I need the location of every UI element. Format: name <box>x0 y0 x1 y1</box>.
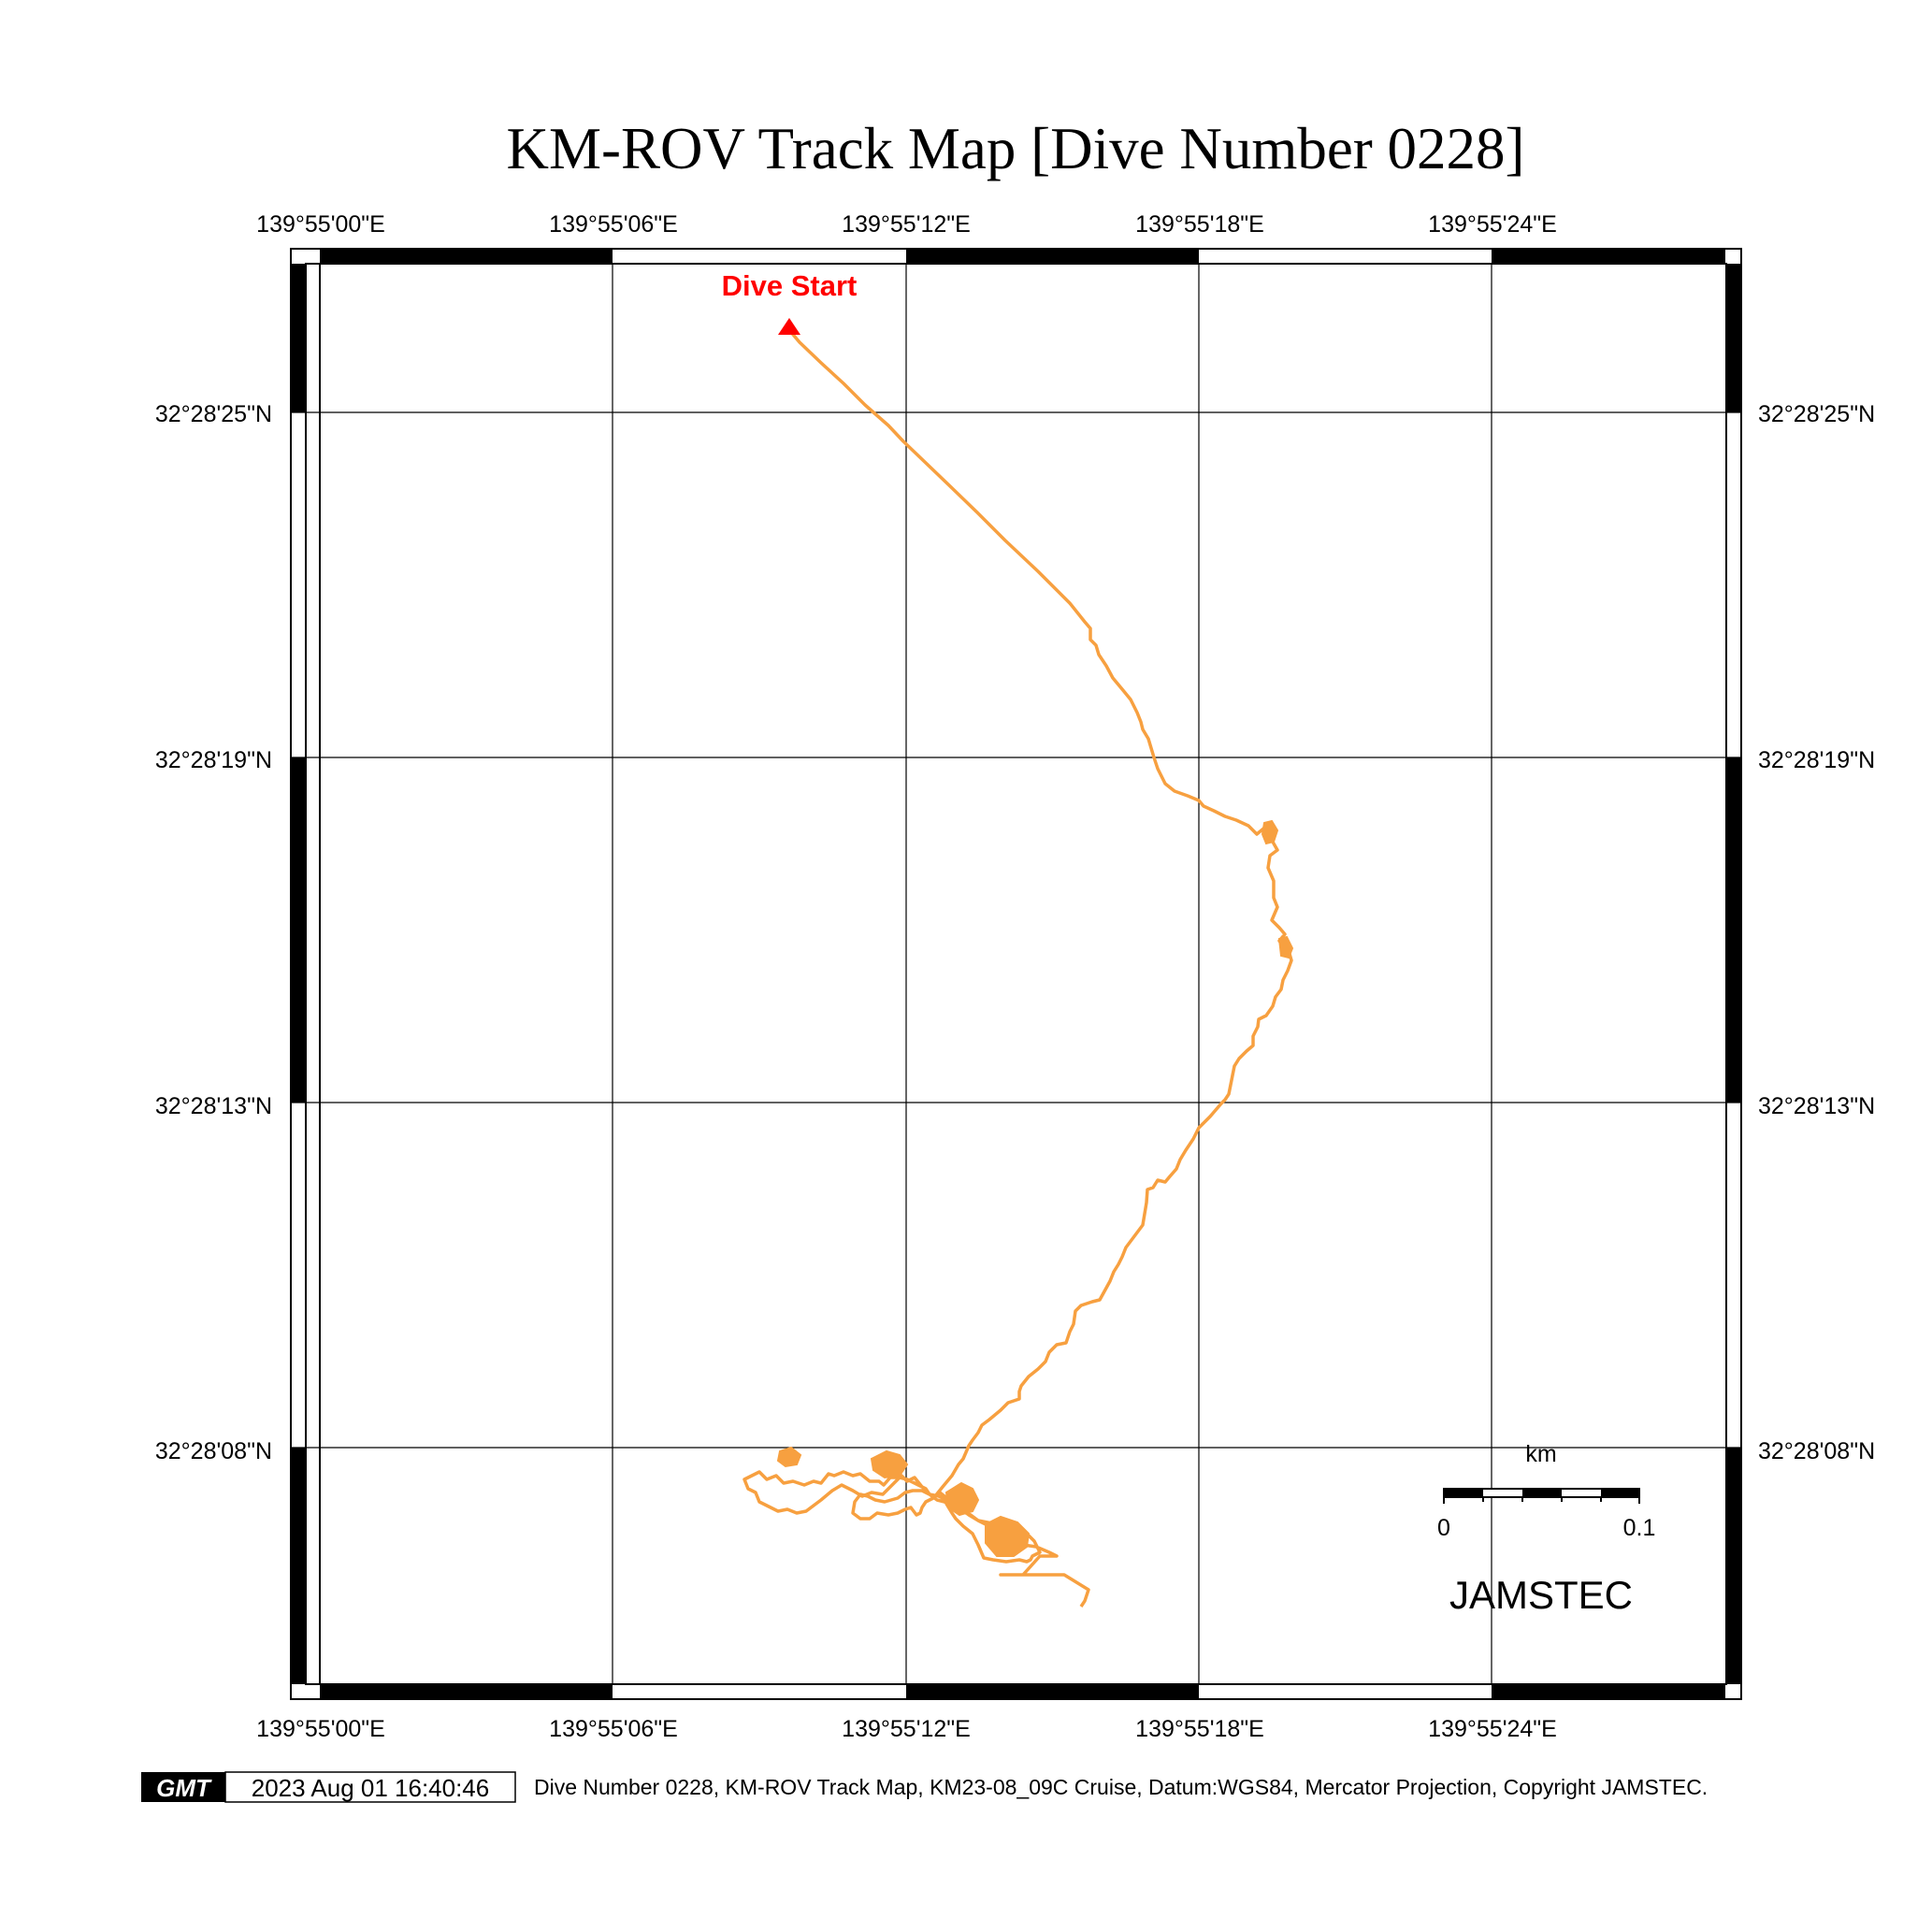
frame-band-black <box>291 264 306 412</box>
top-lon-label: 139°55'24"E <box>1428 211 1557 238</box>
frame-band-black <box>320 1684 613 1699</box>
left-lat-label: 32°28'13"N <box>155 1093 272 1119</box>
scale-bar-segment <box>1522 1489 1562 1497</box>
frame-band-black <box>291 757 306 1103</box>
bottom-lon-label: 139°55'06"E <box>549 1716 678 1742</box>
frame-band-black <box>1726 757 1741 1103</box>
frame-band-black <box>906 1684 1199 1699</box>
track-dense-cluster <box>985 1515 1031 1557</box>
frame-band-black <box>291 1448 306 1684</box>
scale-bar-segment <box>1444 1489 1483 1497</box>
right-lat-label: 32°28'13"N <box>1758 1093 1875 1119</box>
frame-band-black <box>1726 264 1741 412</box>
timestamp-box <box>224 1771 516 1803</box>
scale-bar-segment <box>1601 1489 1639 1497</box>
bottom-lon-label: 139°55'18"E <box>1135 1716 1264 1742</box>
scale-start-label: 0 <box>1437 1515 1450 1541</box>
scale-unit-label: km <box>1525 1441 1556 1467</box>
graticule <box>291 264 1741 1684</box>
left-lat-label: 32°28'19"N <box>155 747 272 773</box>
gmt-logo <box>141 1772 225 1802</box>
bottom-lon-label: 139°55'24"E <box>1428 1716 1557 1742</box>
scale-bar: km 0 0.1 <box>1437 1441 1655 1541</box>
gmt-logo-text: GMT <box>156 1774 212 1802</box>
brand-label: JAMSTEC <box>1449 1573 1633 1617</box>
scale-end-label: 0.1 <box>1623 1515 1656 1541</box>
top-lon-labels: 139°55'00"E 139°55'06"E 139°55'12"E 139°… <box>256 211 1557 238</box>
top-lon-label: 139°55'12"E <box>842 211 971 238</box>
frame-band-black <box>1492 1684 1725 1699</box>
frame-band-black <box>906 249 1199 264</box>
timestamp: 2023 Aug 01 16:40:46 <box>252 1774 489 1802</box>
dive-start-marker: Dive Start <box>722 269 858 335</box>
right-lat-labels: 32°28'25"N 32°28'19"N 32°28'13"N 32°28'0… <box>1758 401 1875 1464</box>
top-lon-label: 139°55'18"E <box>1135 211 1264 238</box>
track-dense-cluster <box>944 1481 980 1517</box>
track-dense-cluster <box>870 1449 909 1479</box>
track-dense-cluster <box>1261 819 1279 845</box>
frame-band-black <box>1492 249 1725 264</box>
top-lon-label: 139°55'06"E <box>549 211 678 238</box>
track-dense-cluster <box>1277 935 1294 959</box>
right-lat-label: 32°28'08"N <box>1758 1438 1875 1464</box>
frame-band-black <box>320 249 613 264</box>
dive-start-label: Dive Start <box>722 269 858 302</box>
frame-band-black <box>1726 1448 1741 1684</box>
left-lat-label: 32°28'08"N <box>155 1438 272 1464</box>
right-lat-label: 32°28'19"N <box>1758 747 1875 773</box>
track-dense-clusters <box>776 819 1294 1557</box>
track-dense-cluster <box>776 1446 802 1468</box>
left-lat-label: 32°28'25"N <box>155 401 272 427</box>
triangle-icon <box>778 318 800 335</box>
bottom-lon-label: 139°55'12"E <box>842 1716 971 1742</box>
top-lon-label: 139°55'00"E <box>256 211 385 238</box>
bottom-lon-label: 139°55'00"E <box>256 1716 385 1742</box>
left-lat-labels: 32°28'25"N 32°28'19"N 32°28'13"N 32°28'0… <box>155 401 272 1464</box>
right-lat-label: 32°28'25"N <box>1758 401 1875 427</box>
footer-caption: Dive Number 0228, KM-ROV Track Map, KM23… <box>534 1775 1708 1799</box>
footer: GMT 2023 Aug 01 16:40:46 Dive Number 022… <box>141 1771 1708 1803</box>
map-frame <box>290 248 1742 1700</box>
map-title: KM-ROV Track Map [Dive Number 0228] <box>507 116 1525 181</box>
map-plot-area <box>319 263 1727 1685</box>
bottom-lon-labels: 139°55'00"E 139°55'06"E 139°55'12"E 139°… <box>256 1716 1557 1742</box>
